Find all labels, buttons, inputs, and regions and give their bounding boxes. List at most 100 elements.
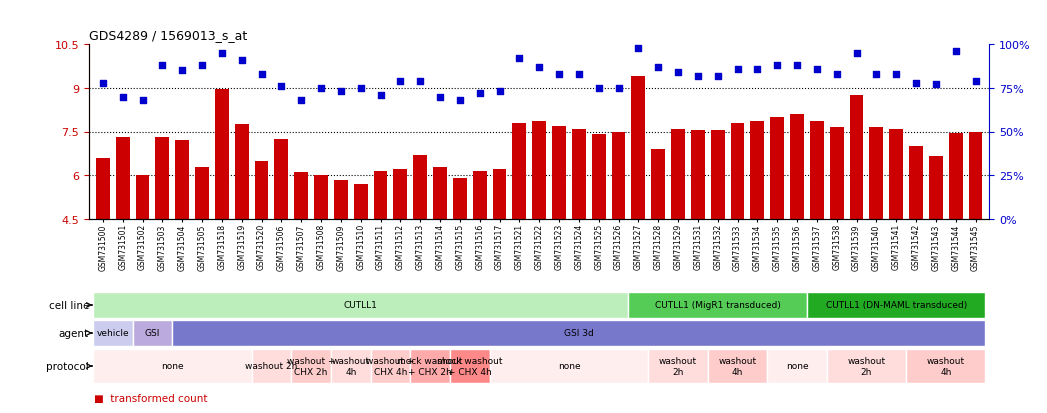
Point — [273, 83, 290, 90]
Point — [670, 69, 687, 76]
Point — [571, 71, 587, 78]
Text: none: none — [558, 362, 580, 370]
Point — [630, 45, 647, 52]
Point — [928, 82, 944, 88]
Point — [372, 92, 388, 99]
Text: GSI: GSI — [144, 329, 160, 338]
Point — [194, 62, 210, 69]
Text: GDS4289 / 1569013_s_at: GDS4289 / 1569013_s_at — [89, 29, 247, 43]
Point — [908, 80, 925, 87]
Bar — [354, 185, 367, 219]
Bar — [93, 293, 628, 318]
Point — [551, 71, 567, 78]
Bar — [731, 123, 744, 219]
Point — [214, 50, 230, 57]
Bar — [116, 138, 130, 219]
Bar — [869, 128, 884, 219]
Bar — [909, 147, 923, 219]
Text: washout
2h: washout 2h — [659, 356, 697, 376]
Bar — [291, 349, 331, 383]
Bar — [136, 176, 150, 219]
Point — [392, 78, 408, 85]
Text: washout
4h: washout 4h — [927, 356, 965, 376]
Point — [353, 85, 370, 92]
Point — [749, 66, 765, 73]
Bar — [807, 293, 985, 318]
Point — [531, 64, 548, 71]
Bar — [414, 155, 427, 219]
Point — [650, 64, 667, 71]
Bar — [254, 161, 268, 219]
Point — [313, 85, 330, 92]
Text: none: none — [785, 362, 808, 370]
Bar — [651, 150, 665, 219]
Bar — [771, 118, 784, 219]
Text: protocol: protocol — [46, 361, 89, 371]
Point — [451, 97, 468, 104]
Bar — [334, 180, 348, 219]
Bar — [611, 132, 625, 219]
Bar — [251, 349, 291, 383]
Bar — [708, 349, 767, 383]
Bar — [790, 115, 804, 219]
Text: CUTLL1: CUTLL1 — [343, 301, 378, 310]
Bar — [968, 132, 982, 219]
Bar — [810, 122, 824, 219]
Bar — [374, 171, 387, 219]
Text: agent: agent — [59, 328, 89, 338]
Point — [828, 71, 845, 78]
Bar — [532, 122, 547, 219]
Point — [253, 71, 270, 78]
Text: washout
4h: washout 4h — [332, 356, 370, 376]
Bar — [830, 128, 844, 219]
Text: cell line: cell line — [48, 300, 89, 310]
Text: GSI 3d: GSI 3d — [564, 329, 594, 338]
Bar — [93, 349, 251, 383]
Text: mock washout
+ CHX 4h: mock washout + CHX 4h — [437, 356, 503, 376]
Bar — [711, 131, 725, 219]
Bar — [929, 157, 942, 219]
Point — [868, 71, 885, 78]
Text: washout +
CHX 4h: washout + CHX 4h — [366, 356, 415, 376]
Bar — [492, 170, 507, 219]
Point — [233, 57, 250, 64]
Point — [610, 85, 627, 92]
Point — [114, 94, 131, 101]
Bar — [314, 176, 328, 219]
Text: washout +
CHX 2h: washout + CHX 2h — [287, 356, 335, 376]
Bar — [394, 170, 407, 219]
Bar — [133, 320, 173, 346]
Bar — [490, 349, 648, 383]
Text: CUTLL1 (MigR1 transduced): CUTLL1 (MigR1 transduced) — [654, 301, 781, 310]
Text: none: none — [161, 362, 183, 370]
Bar — [849, 96, 864, 219]
Bar — [949, 134, 962, 219]
Point — [788, 62, 805, 69]
Point — [808, 66, 825, 73]
Bar — [648, 349, 708, 383]
Bar — [274, 140, 288, 219]
Text: washout
2h: washout 2h — [847, 356, 886, 376]
Bar — [473, 171, 487, 219]
Bar — [331, 349, 371, 383]
Bar — [294, 173, 308, 219]
Bar — [906, 349, 985, 383]
Bar — [512, 123, 527, 219]
Bar — [767, 349, 827, 383]
Point — [431, 94, 448, 101]
Point — [333, 89, 350, 95]
Point — [948, 49, 964, 55]
Point — [591, 85, 607, 92]
Bar — [155, 138, 170, 219]
Bar — [215, 90, 229, 219]
Bar — [827, 349, 906, 383]
Bar — [889, 129, 904, 219]
Text: ■  transformed count: ■ transformed count — [94, 393, 207, 404]
Point — [471, 90, 488, 97]
Bar — [175, 141, 190, 219]
Point — [154, 62, 171, 69]
Bar — [450, 349, 490, 383]
Point — [729, 66, 745, 73]
Text: CUTLL1 (DN-MAML transduced): CUTLL1 (DN-MAML transduced) — [826, 301, 966, 310]
Bar — [93, 320, 133, 346]
